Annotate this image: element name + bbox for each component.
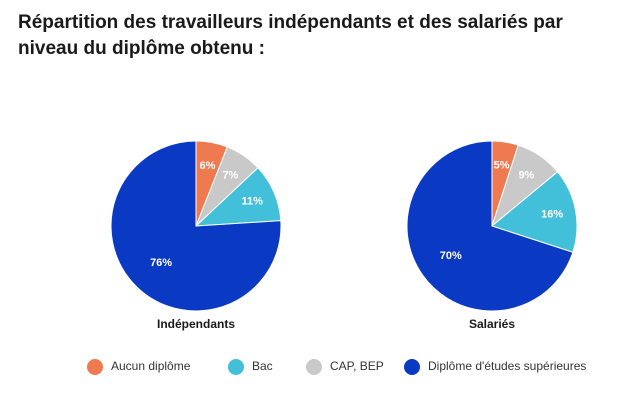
pie-slice — [490, 171, 578, 253]
legend-swatch — [228, 359, 244, 375]
pie-slice — [406, 140, 574, 312]
data-label: 11% — [241, 196, 263, 208]
legend-label: Bac — [252, 359, 273, 373]
data-label: 16% — [541, 208, 563, 220]
legend-swatch — [87, 359, 103, 375]
data-label: 70% — [440, 250, 462, 262]
legend-swatch — [404, 359, 420, 375]
legend-swatch — [306, 359, 322, 375]
pie-slice — [110, 140, 282, 312]
data-label: 6% — [200, 160, 216, 172]
chart-title: Répartition des travailleurs indépendant… — [18, 12, 563, 59]
pie-label: Salariés — [469, 317, 515, 331]
data-label: 9% — [518, 169, 534, 181]
pie-label: Indépendants — [157, 317, 235, 331]
data-label: 7% — [222, 169, 238, 181]
data-label: 5% — [494, 159, 510, 171]
legend-label: CAP, BEP — [330, 359, 384, 373]
data-label: 76% — [150, 257, 172, 269]
legend-label: Diplôme d'études supérieures — [428, 359, 586, 373]
legend-label: Aucun diplôme — [111, 359, 191, 373]
